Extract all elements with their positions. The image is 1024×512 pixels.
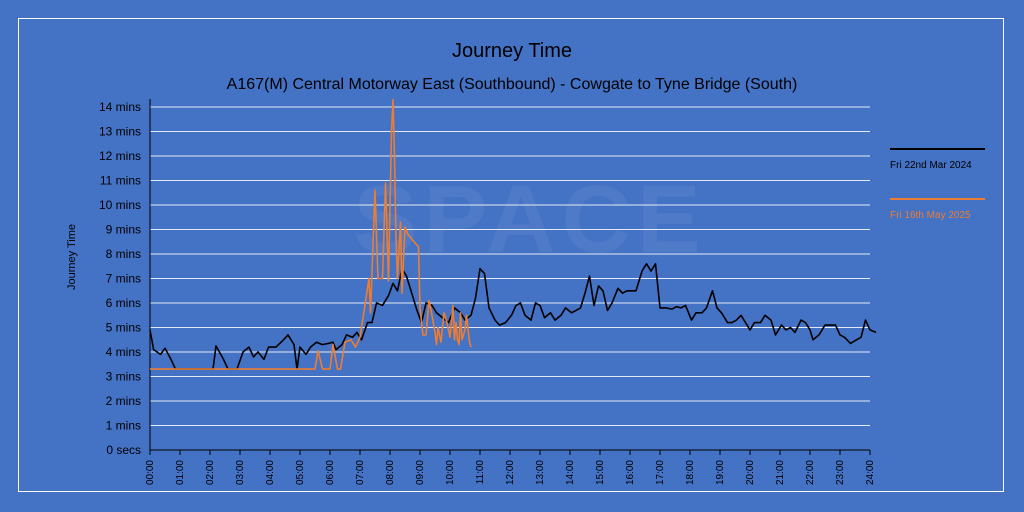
x-tick-label: 24:00 [865,460,876,485]
x-tick-label: 15:00 [595,460,606,485]
y-tick-label: 9 mins [106,223,141,237]
y-tick-label: 8 mins [106,247,141,261]
x-tick-label: 02:00 [205,460,216,485]
x-tick-label: 21:00 [775,460,786,485]
y-tick-label: 6 mins [106,296,141,310]
y-tick-label: 5 mins [106,321,141,335]
x-tick-label: 08:00 [385,460,396,485]
x-tick-label: 09:00 [415,460,426,485]
x-tick-label: 03:00 [235,460,246,485]
x-tick-label: 04:00 [265,460,276,485]
x-tick-label: 13:00 [535,460,546,485]
y-tick-label: 14 mins [99,100,141,114]
x-tick-label: 11:00 [475,460,486,485]
y-tick-label: 3 mins [106,370,141,384]
chart-frame [18,18,1004,492]
y-tick-label: 1 mins [106,419,141,433]
x-tick-label: 07:00 [355,460,366,485]
y-tick-label: 4 mins [106,345,141,359]
y-tick-label: 11 mins [100,174,141,188]
chart-subtitle: A167(M) Central Motorway East (Southboun… [226,76,798,93]
legend-label-series-0: Fri 22nd Mar 2024 [890,160,972,171]
y-axis-title: Journey Time [66,224,78,290]
legend-label-series-1: Fri 16th May 2025 [890,210,971,221]
series-line-1 [150,98,472,370]
y-tick-label: 0 secs [106,443,141,457]
x-tick-label: 19:00 [715,460,726,485]
x-tick-label: 10:00 [445,460,456,485]
x-tick-label: 05:00 [295,460,306,485]
x-tick-label: 06:00 [325,460,336,485]
x-tick-label: 18:00 [685,460,696,485]
y-tick-label: 13 mins [99,125,141,139]
x-tick-label: 22:00 [805,460,816,485]
x-tick-label: 14:00 [565,460,576,485]
x-tick-label: 01:00 [175,460,186,485]
x-tick-label: 12:00 [505,460,516,485]
x-tick-label: 00:00 [145,460,156,485]
y-tick-label: 7 mins [106,272,141,286]
y-tick-label: 12 mins [99,149,141,163]
x-tick-label: 23:00 [835,460,846,485]
series-line-0 [149,263,877,370]
x-tick-label: 17:00 [655,460,666,485]
chart-title: Journey Time [451,40,573,62]
x-tick-label: 16:00 [625,460,636,485]
y-tick-label: 2 mins [106,394,141,408]
y-tick-label: 10 mins [99,198,141,212]
x-tick-label: 20:00 [745,460,756,485]
